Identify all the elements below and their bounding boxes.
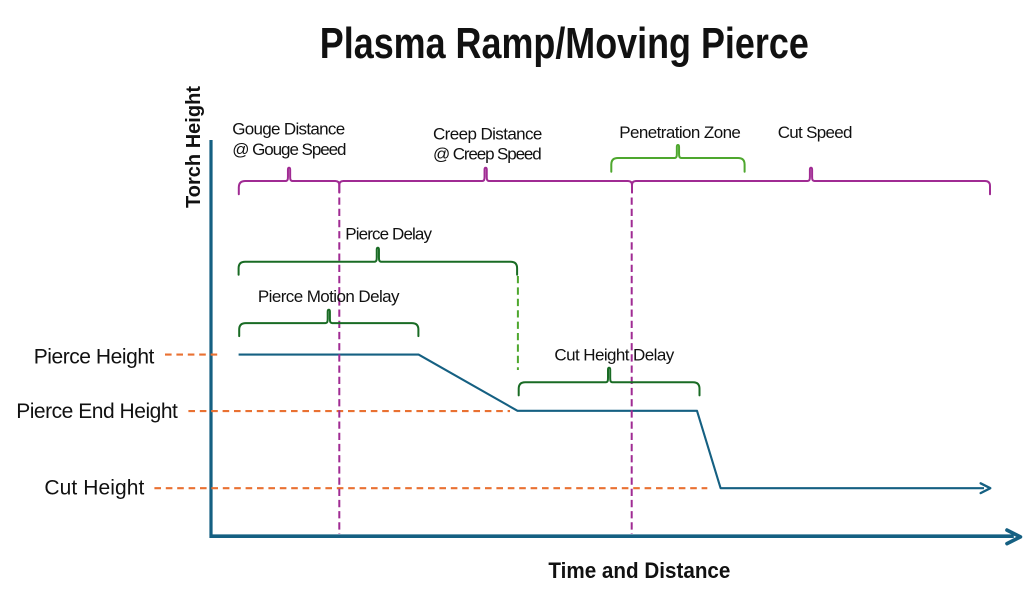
svg-text:Cut Speed: Cut Speed: [778, 123, 853, 142]
svg-text:Penetration Zone: Penetration Zone: [619, 123, 741, 142]
svg-text:Torch Height: Torch Height: [183, 86, 205, 208]
svg-text:Cut Height Delay: Cut Height Delay: [554, 346, 674, 365]
svg-text:Creep Distance: Creep Distance: [433, 125, 542, 144]
svg-text:Gouge Distance: Gouge Distance: [232, 120, 345, 139]
svg-text:@ Creep Speed: @ Creep Speed: [433, 145, 542, 164]
svg-text:Pierce Height: Pierce Height: [34, 346, 155, 369]
svg-text:Plasma Ramp/Moving Pierce: Plasma Ramp/Moving Pierce: [320, 20, 809, 68]
svg-text:@ Gouge Speed: @ Gouge Speed: [232, 140, 346, 159]
svg-text:Time and Distance: Time and Distance: [548, 558, 730, 583]
svg-text:Pierce Motion Delay: Pierce Motion Delay: [258, 287, 400, 306]
svg-text:Pierce Delay: Pierce Delay: [345, 224, 432, 243]
svg-text:Cut Height: Cut Height: [44, 476, 144, 499]
svg-text:Pierce End Height: Pierce End Height: [16, 400, 178, 423]
